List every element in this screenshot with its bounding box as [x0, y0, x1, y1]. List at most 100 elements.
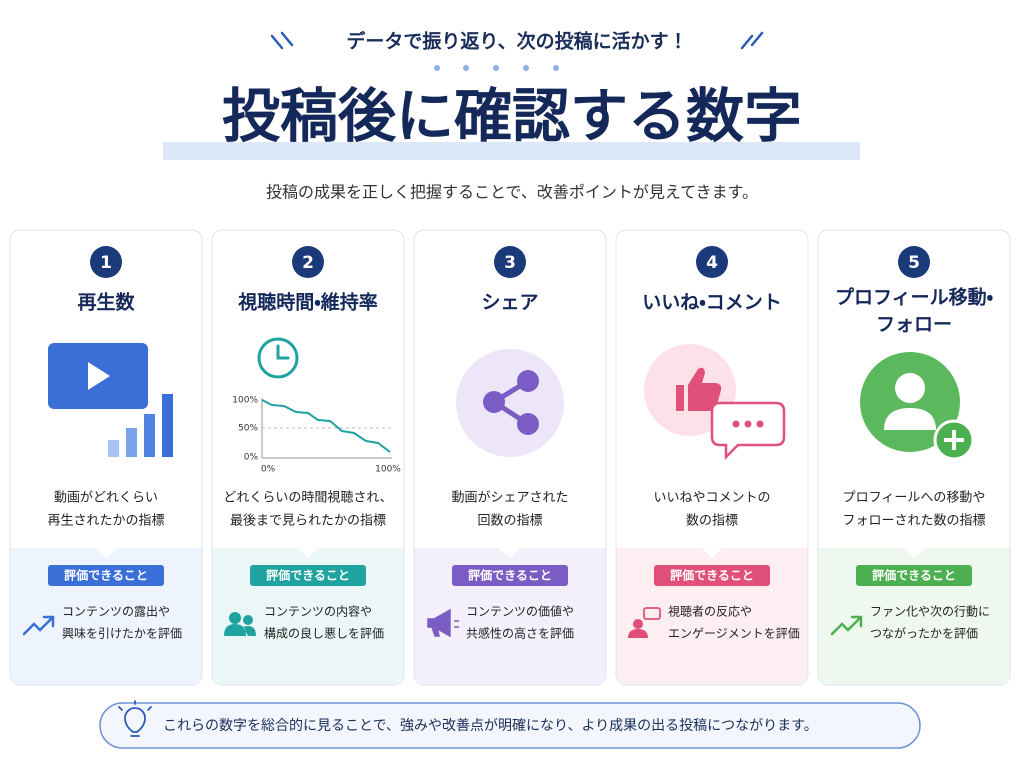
evaluation-badge: [452, 565, 568, 586]
card: 2 視聴時間・維持率 100% 50% 0%0% 100% どれくらいの時間視聴され、最後ま…: [211, 229, 405, 686]
clock: [257, 337, 299, 379]
card-description: どれくらいの時間視聴され、: [223, 491, 392, 506]
play-triangle: [88, 362, 110, 390]
card-description: 回数の指標: [477, 514, 542, 529]
comment-dot: [744, 420, 752, 428]
evaluation-text: ファン化や次の行動に: [870, 605, 990, 619]
card-title: 再生数: [77, 291, 135, 314]
evaluation-badge: [654, 565, 770, 586]
number-badge: [494, 246, 526, 278]
slash: [740, 34, 754, 50]
card-notch: [499, 548, 521, 558]
evaluation-text: エンゲージメントを評価: [668, 627, 800, 641]
tagline-decoration: [270, 31, 764, 50]
card-title: フォロー: [876, 314, 952, 336]
card-description: プロフィールへの移動や: [843, 491, 986, 506]
dot: [434, 65, 440, 71]
card: 4 いいね・コメントいいねやコメントの数の指標評価できること視聴者の反応やエンゲー…: [615, 229, 809, 686]
dot: [493, 65, 499, 71]
evaluation-text: 共感性の高さを評価: [466, 626, 574, 641]
card-description: 数の指標: [686, 514, 738, 529]
evaluation-badge-text: 評価できること: [468, 568, 552, 583]
dots: [434, 65, 559, 71]
card-number: 2: [302, 253, 314, 273]
card-title: 視聴時間・維持率: [237, 291, 377, 314]
card-description: フォローされた数の指標: [842, 514, 985, 529]
card-notch: [297, 548, 319, 558]
card: 1 再生数動画がどれくらい再生されたかの指標評価できることコンテンツの露出や興味を…: [9, 229, 203, 686]
ray: [147, 706, 152, 711]
bulb: [124, 707, 146, 733]
slash: [750, 31, 764, 47]
card-description: 最後まで見られたかの指標: [230, 514, 386, 529]
card: 5 プロフィール移動・フォロープロフィールへの移動やフォローされた数の指標評価でき…: [817, 229, 1011, 686]
clock-hands: [276, 344, 290, 360]
people-head: [229, 612, 241, 624]
card-number: 1: [100, 253, 112, 273]
ray: [118, 706, 123, 711]
evaluation-text: コンテンツの価値や: [466, 604, 574, 619]
main-title: 投稿後に確認する数字: [222, 82, 802, 150]
card-notch: [95, 548, 117, 558]
plus: [944, 430, 964, 450]
dot: [523, 65, 529, 71]
card-notch: [903, 548, 925, 558]
evaluation-text: コンテンツの露出や: [62, 605, 170, 619]
evaluation-text: 視聴者の反応や: [668, 605, 752, 619]
number-badge: [898, 246, 930, 278]
dot: [553, 65, 559, 71]
trend-icon: [22, 615, 55, 636]
profile-head: [895, 373, 925, 403]
title-highlight: [163, 142, 860, 160]
trend-icon: [830, 615, 863, 636]
evaluation-text: コンテンツの内容や: [264, 605, 372, 619]
cards: 1 再生数動画がどれくらい再生されたかの指標評価できることコンテンツの露出や興味を…: [9, 229, 1011, 686]
evaluation-text: つながったかを評価: [870, 626, 978, 641]
people-body: [224, 624, 256, 636]
share-node: [517, 413, 539, 435]
chart-y-label: 100%: [232, 396, 258, 406]
card-description: 再生されたかの指標: [47, 514, 164, 529]
bulb-icon: [118, 700, 152, 737]
chart-y-label: 0%: [244, 453, 259, 463]
chart-x-label: 0%: [261, 465, 276, 475]
growth-bar: [162, 394, 173, 457]
card: 3 シェア動画がシェアされた回数の指標評価できることコンテンツの価値や共感性の高さ…: [413, 229, 607, 686]
comment-bubble: [710, 401, 786, 461]
footer-text: これらの数字を総合的に見ることで、強みや改善点が明確になり、より成果の出る投稿に…: [163, 717, 818, 734]
slash: [270, 34, 284, 50]
share-node: [517, 370, 539, 392]
evaluation-badge-text: 評価できること: [670, 568, 754, 583]
growth-bar: [126, 428, 137, 457]
dot: [463, 65, 469, 71]
share-bg: [456, 349, 564, 457]
people-head: [243, 615, 253, 625]
comment-dot: [732, 420, 740, 428]
growth-bar: [144, 414, 155, 457]
evaluation-text: 構成の良し悪しを評価: [264, 626, 384, 641]
profile-body: [884, 408, 936, 430]
growth-bar: [108, 440, 119, 457]
card-description: 動画がシェアされた: [451, 491, 568, 506]
retention-line: [261, 399, 391, 453]
chart-x-label: 100%: [375, 465, 401, 475]
evaluation-badge: [856, 565, 972, 586]
chart-y-label: 50%: [238, 424, 258, 434]
evaluation-text: 興味を引けたかを評価: [62, 627, 182, 641]
number-badge: [292, 246, 324, 278]
card-number: 5: [908, 253, 920, 273]
card-notch: [701, 548, 723, 558]
card-number: 3: [504, 253, 516, 273]
viewer-bubble: [643, 607, 661, 620]
viewer-head: [633, 619, 643, 629]
evaluation-badge-text: 評価できること: [872, 568, 956, 583]
card-title: シェア: [481, 292, 538, 314]
evaluation-badge: [48, 565, 164, 586]
slash: [280, 31, 294, 47]
thumb: [676, 367, 722, 411]
tagline: データで振り返り、次の投稿に活かす！: [346, 30, 687, 53]
evaluation-badge-text: 評価できること: [266, 568, 350, 583]
card-description: いいねやコメントの: [653, 491, 770, 506]
